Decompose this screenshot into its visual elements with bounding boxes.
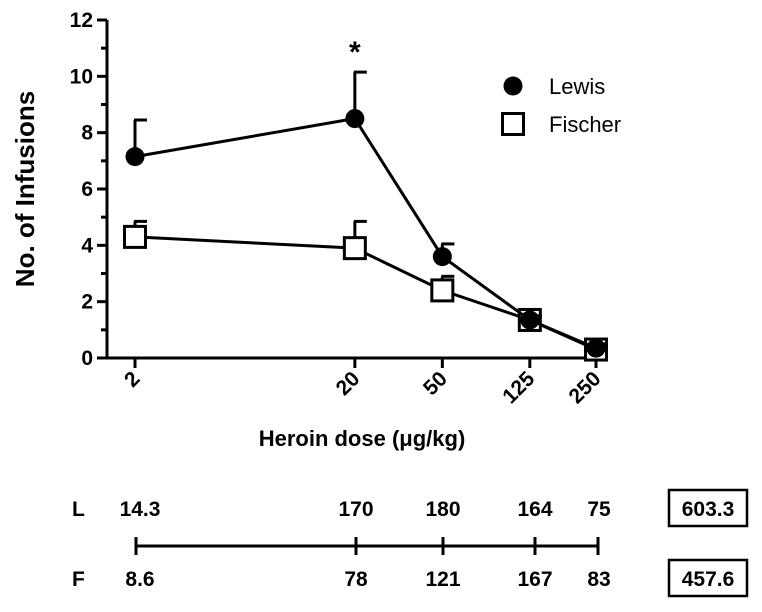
legend-marker-lewis <box>503 76 523 96</box>
row-total: 457.6 <box>682 568 735 591</box>
row-label: F <box>72 568 85 591</box>
x-tick-label: 2 <box>120 367 145 392</box>
total-box <box>667 558 749 598</box>
y-tick-label: 2 <box>81 291 93 314</box>
row-label: L <box>72 498 85 521</box>
legend-label: Lewis <box>549 74 605 99</box>
data-point <box>123 224 147 249</box>
row-total: 603.3 <box>682 498 735 521</box>
data-point <box>432 247 452 267</box>
legend-marker-fischer <box>501 112 525 136</box>
y-tick-label: 6 <box>81 178 93 201</box>
y-axis-title: No. of Infusions <box>10 91 40 287</box>
x-tick-label: 50 <box>419 367 452 400</box>
chart-axes <box>105 20 597 360</box>
series-lewis <box>125 70 608 358</box>
significance-asterisk: * <box>349 36 361 69</box>
legend-label: Fischer <box>549 112 621 137</box>
x-tick-label: 20 <box>332 367 365 400</box>
data-point <box>125 147 145 167</box>
row-value: 164 <box>517 498 552 521</box>
row-value: 167 <box>517 568 552 591</box>
row-value: 121 <box>425 568 460 591</box>
data-point <box>342 236 367 261</box>
x-axis-ticks: 2 20 50 125 250 <box>120 358 606 408</box>
row-value: 170 <box>338 498 373 521</box>
totals-table: L 14.3 170 180 164 75 603.3 F 8.6 78 121 167 83 457.6 <box>72 488 749 598</box>
chart-annotations: * <box>349 36 361 69</box>
x-tick-label: 250 <box>564 367 605 408</box>
y-axis-ticks: 0 2 4 6 8 10 12 <box>70 9 107 370</box>
chart-series <box>123 70 608 362</box>
row-value: 8.6 <box>125 568 154 591</box>
row-value: 14.3 <box>120 498 161 521</box>
x-tick-label: 125 <box>498 367 539 408</box>
row-value: 75 <box>587 498 611 521</box>
chart-legend: Lewis Fischer <box>501 74 621 137</box>
data-point <box>430 278 455 303</box>
y-tick-label: 4 <box>81 234 93 257</box>
y-tick-label: 10 <box>70 65 93 88</box>
y-tick-label: 12 <box>70 9 93 32</box>
data-point <box>520 310 540 330</box>
total-box <box>667 488 749 528</box>
row-value: 180 <box>425 498 460 521</box>
row-value: 78 <box>344 568 368 591</box>
series-fischer <box>123 219 608 362</box>
data-point <box>586 338 606 358</box>
data-point <box>345 109 365 129</box>
x-axis-title: Heroin dose (μg/kg) <box>259 426 466 451</box>
y-tick-label: 8 <box>81 122 93 145</box>
row-value: 83 <box>587 568 610 591</box>
y-tick-label: 0 <box>81 347 93 370</box>
